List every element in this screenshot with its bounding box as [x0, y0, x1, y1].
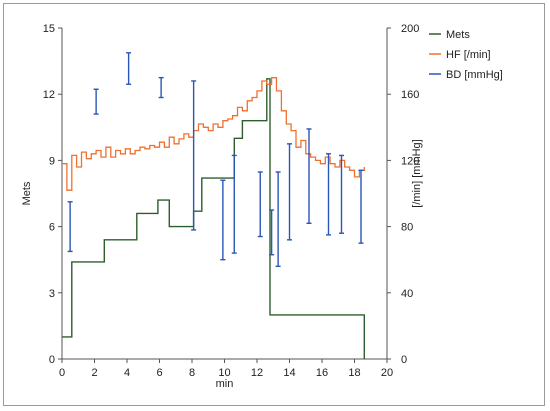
legend: Mets HF [/min] BD [mmHg]: [429, 29, 503, 81]
x-tick-label: 12: [251, 367, 263, 379]
axes: 0 3 6 9 12 15 0 40 80 120 160 200 0 2 4 6 8 10 12 14 16 18 20 m…: [21, 23, 423, 390]
bd-series: [67, 52, 364, 268]
y-right-tick-label: 120: [401, 155, 419, 167]
y-right-tick-label: 0: [401, 354, 407, 366]
y-right-tick-label: 160: [401, 89, 419, 101]
y-right-tick-label: 80: [401, 222, 413, 234]
x-tick-label: 0: [59, 367, 65, 379]
y-left-tick-label: 9: [49, 155, 55, 167]
y-left-tick-label: 6: [49, 222, 55, 234]
y-axis-left-label: Mets: [21, 181, 33, 205]
y-left-tick-label: 0: [49, 354, 55, 366]
x-tick-label: 20: [381, 367, 393, 379]
x-tick-label: 2: [91, 367, 97, 379]
y-right-tick-label: 40: [401, 288, 413, 300]
x-tick-label: 6: [156, 367, 162, 379]
x-tick-label: 8: [189, 367, 195, 379]
y-left-tick-label: 12: [43, 89, 55, 101]
x-tick-label: 16: [316, 367, 328, 379]
y-left-tick-label: 3: [49, 288, 55, 300]
x-tick-label: 10: [218, 367, 230, 379]
x-axis-label: min: [216, 378, 234, 390]
mets-series: [62, 78, 365, 359]
hf-series: [62, 77, 365, 191]
x-tick-label: 18: [348, 367, 360, 379]
chart-frame: 0 3 6 9 12 15 0 40 80 120 160 200 0 2 4 6 8 10 12 14 16 18 20 m…: [3, 3, 545, 406]
x-tick-label: 4: [124, 367, 130, 379]
y-right-tick-label: 200: [401, 23, 419, 35]
legend-entry-hf-label: HF [/min]: [446, 49, 491, 61]
legend-entry-mets-label: Mets: [446, 29, 470, 41]
x-tick-label: 14: [283, 367, 295, 379]
y-left-tick-label: 15: [43, 23, 55, 35]
legend-entry-bd-label: BD [mmHg]: [446, 69, 503, 81]
mets-line: [62, 78, 365, 359]
y-axis-right-label: [/min] [mmHg]: [411, 139, 423, 207]
hf-line: [62, 77, 365, 191]
chart: 0 3 6 9 12 15 0 40 80 120 160 200 0 2 4 6 8 10 12 14 16 18 20 m…: [21, 23, 503, 390]
